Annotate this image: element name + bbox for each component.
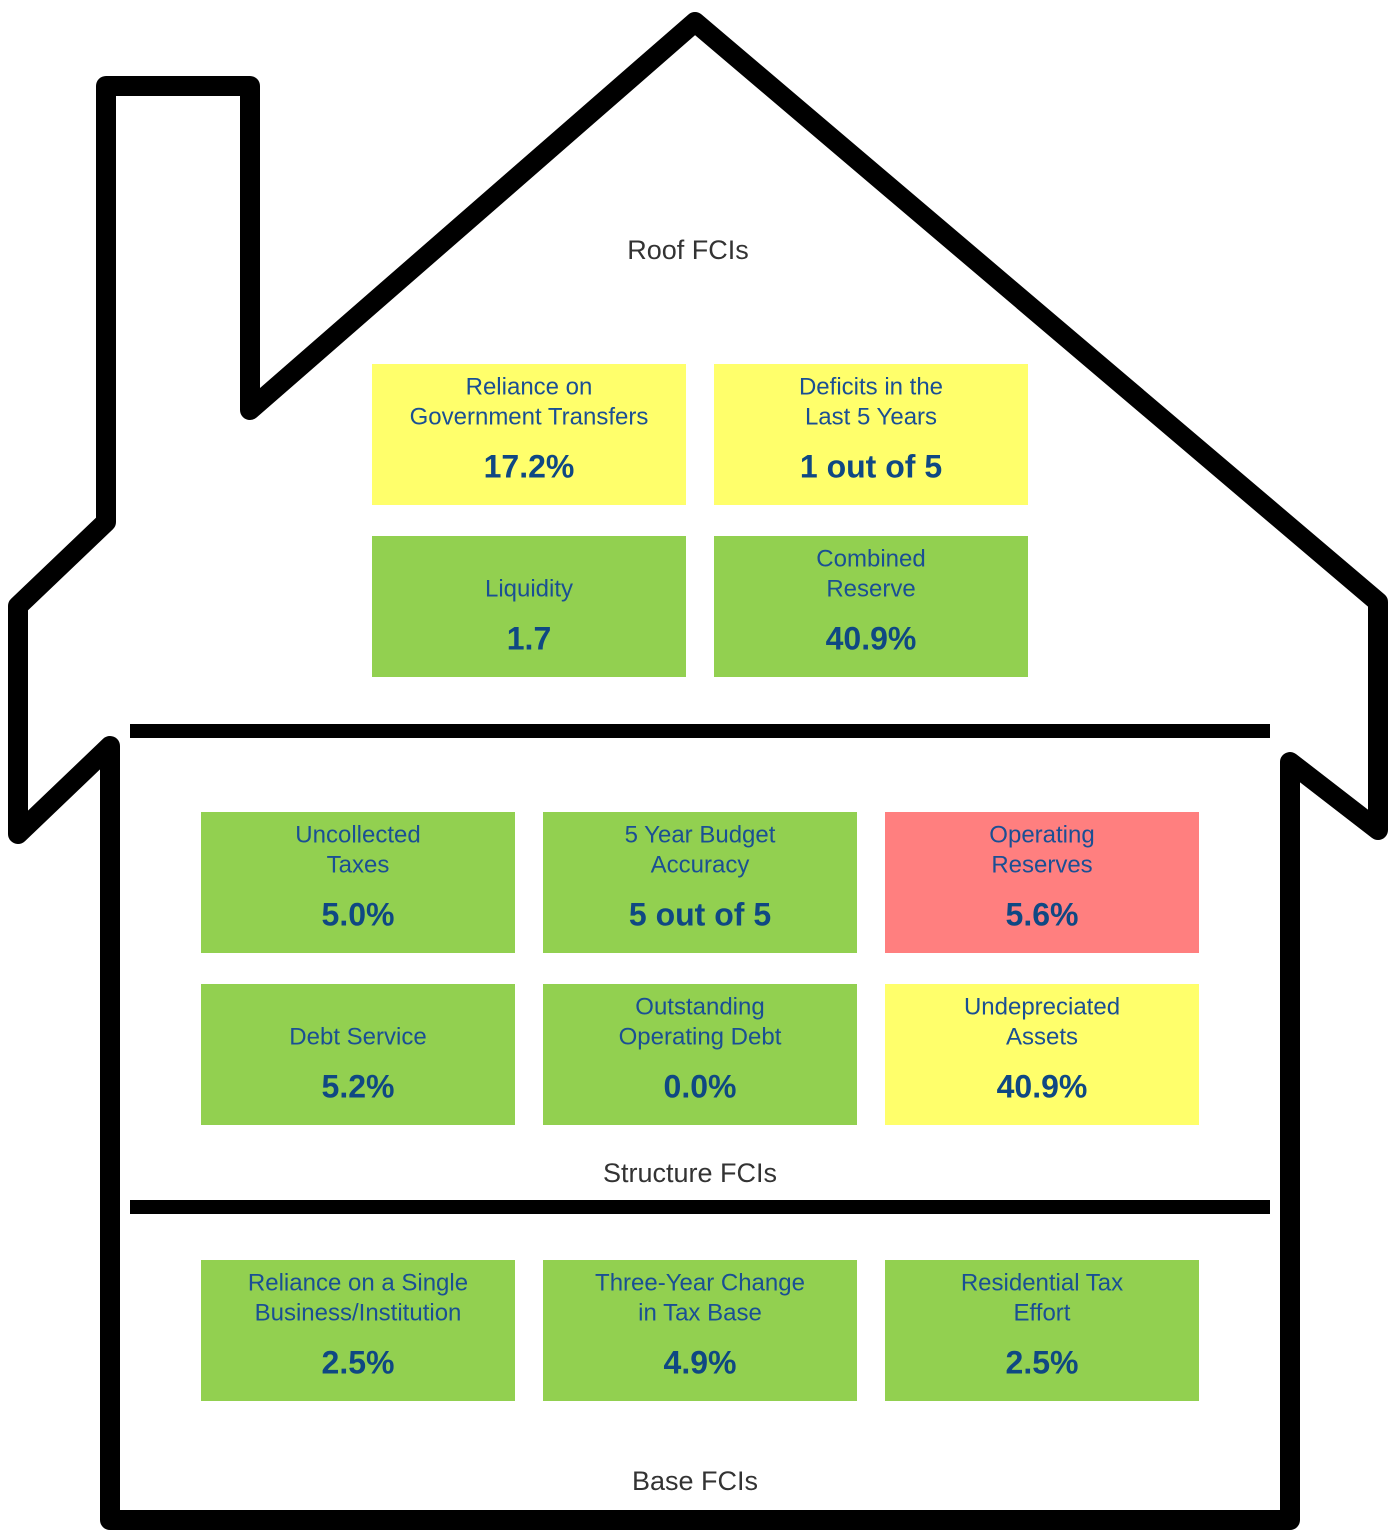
indicator-label: Outstanding bbox=[635, 993, 764, 1020]
indicator-label: 5 Year Budget bbox=[625, 821, 776, 848]
indicator-label: Residential Tax bbox=[961, 1269, 1123, 1296]
indicator-value: 1.7 bbox=[507, 620, 551, 656]
indicator-label: Uncollected bbox=[295, 821, 420, 848]
divider bbox=[130, 1200, 1270, 1214]
indicator-tile bbox=[543, 1260, 857, 1401]
indicator-tile bbox=[372, 364, 686, 505]
indicator-tile bbox=[543, 984, 857, 1125]
indicator-label: Reliance on bbox=[466, 373, 593, 400]
indicator-label: Operating bbox=[989, 821, 1094, 848]
indicator-label: Effort bbox=[1014, 1299, 1071, 1326]
house-outline bbox=[8, 12, 1388, 1530]
indicator-value: 0.0% bbox=[664, 1068, 737, 1104]
indicator-label: Three-Year Change bbox=[595, 1269, 805, 1296]
indicator-tile bbox=[372, 536, 686, 677]
indicator-label: Operating Debt bbox=[619, 1023, 782, 1050]
indicator-value: 40.9% bbox=[997, 1068, 1088, 1104]
indicator-label: Liquidity bbox=[485, 575, 573, 602]
indicator-tile bbox=[201, 1260, 515, 1401]
indicator-label: Reliance on a Single bbox=[248, 1269, 468, 1296]
indicator-value: 4.9% bbox=[664, 1344, 737, 1380]
indicator-label: Combined bbox=[816, 545, 925, 572]
indicator-label: Government Transfers bbox=[410, 403, 649, 430]
indicator-label: Last 5 Years bbox=[805, 403, 937, 430]
indicator-label: in Tax Base bbox=[638, 1299, 762, 1326]
indicator-value: 5 out of 5 bbox=[629, 896, 771, 932]
indicator-tile bbox=[885, 984, 1199, 1125]
indicator-tile bbox=[714, 364, 1028, 505]
indicator-tile bbox=[714, 536, 1028, 677]
indicator-tile bbox=[885, 812, 1199, 953]
indicator-label: Taxes bbox=[327, 851, 390, 878]
indicator-tile bbox=[543, 812, 857, 953]
indicator-tile bbox=[201, 984, 515, 1125]
section-title: Base FCIs bbox=[632, 1466, 758, 1496]
indicator-label: Reserve bbox=[826, 575, 915, 602]
indicator-value: 5.6% bbox=[1006, 896, 1079, 932]
indicator-label: Reserves bbox=[991, 851, 1092, 878]
indicator-tile bbox=[201, 812, 515, 953]
indicator-value: 17.2% bbox=[484, 448, 575, 484]
indicator-tile bbox=[885, 1260, 1199, 1401]
indicator-label: Undepreciated bbox=[964, 993, 1120, 1020]
indicator-label: Debt Service bbox=[289, 1023, 426, 1050]
indicator-value: 2.5% bbox=[322, 1344, 395, 1380]
section-title: Structure FCIs bbox=[603, 1158, 777, 1188]
indicator-label: Deficits in the bbox=[799, 373, 943, 400]
divider bbox=[130, 724, 1270, 738]
indicator-value: 2.5% bbox=[1006, 1344, 1079, 1380]
indicator-value: 1 out of 5 bbox=[800, 448, 942, 484]
indicator-value: 5.2% bbox=[322, 1068, 395, 1104]
indicator-label: Assets bbox=[1006, 1023, 1078, 1050]
section-title: Roof FCIs bbox=[627, 235, 749, 265]
indicator-value: 40.9% bbox=[826, 620, 917, 656]
indicator-label: Business/Institution bbox=[255, 1299, 462, 1326]
indicator-label: Accuracy bbox=[651, 851, 750, 878]
indicator-value: 5.0% bbox=[322, 896, 395, 932]
